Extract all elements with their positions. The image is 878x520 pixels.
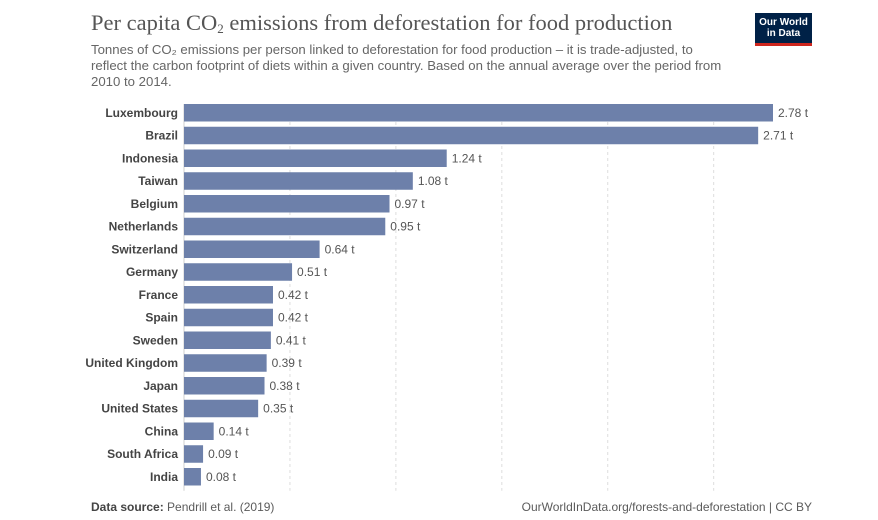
value-label: 2.78 t [778, 106, 809, 120]
data-source: Data source: Pendrill et al. (2019) [91, 500, 275, 514]
value-label: 0.38 t [270, 379, 301, 393]
category-label: China [145, 424, 179, 438]
bar[interactable] [184, 195, 390, 213]
owid-logo[interactable]: Our World in Data [755, 13, 812, 46]
bar[interactable] [184, 331, 271, 350]
chart-subtitle: Tonnes of CO₂ emissions per person linke… [91, 42, 722, 89]
value-label: 0.42 t [278, 288, 309, 302]
value-label: 1.24 t [452, 151, 483, 165]
bars [184, 104, 773, 486]
category-label: Switzerland [111, 242, 178, 256]
chart-title: Per capita CO2 emissions from deforestat… [91, 10, 673, 36]
bar[interactable] [184, 354, 267, 372]
value-label: 0.39 t [272, 356, 303, 370]
bar[interactable] [184, 308, 273, 327]
category-label: France [139, 288, 179, 302]
value-labels: 2.78 t 2.71 t 1.24 t1.08 t 0.97 t 0.95 t 0.64… [206, 106, 809, 484]
category-labels: Luxembourg Brazil Indonesia Taiwan Belgium Ne… [85, 106, 178, 484]
bar[interactable] [184, 445, 204, 463]
value-label: 2.71 t [763, 129, 794, 143]
value-label: 1.08 t [418, 174, 449, 188]
value-label: 0.97 t [395, 197, 426, 211]
category-label: Spain [145, 311, 178, 325]
category-label: Indonesia [122, 151, 178, 165]
category-label: South Africa [107, 447, 178, 461]
category-label: Brazil [145, 129, 178, 143]
source-url[interactable]: OurWorldInData.org/forests-and-deforesta… [521, 500, 812, 514]
category-label: Japan [143, 379, 178, 393]
bar[interactable] [184, 468, 201, 486]
bar[interactable] [184, 263, 293, 281]
value-label: 0.35 t [263, 402, 294, 416]
bar[interactable] [184, 240, 320, 259]
value-label: 0.41 t [276, 333, 307, 347]
bar[interactable] [184, 126, 759, 145]
category-label: Taiwan [138, 174, 178, 188]
bar-chart: Luxembourg Brazil Indonesia Taiwan Belgium Ne… [85, 104, 809, 491]
bar[interactable] [184, 104, 773, 122]
category-label: India [150, 470, 178, 484]
value-label: 0.64 t [325, 242, 356, 256]
category-label: Sweden [133, 333, 178, 347]
value-label: 0.51 t [297, 265, 328, 279]
value-label: 0.09 t [208, 447, 239, 461]
category-label: Belgium [131, 197, 178, 211]
bar[interactable] [184, 422, 214, 441]
value-label: 0.08 t [206, 470, 237, 484]
value-label: 0.95 t [390, 220, 421, 234]
bar[interactable] [184, 377, 265, 395]
bar[interactable] [184, 149, 447, 168]
category-label: Luxembourg [105, 106, 178, 120]
bar[interactable] [184, 286, 273, 304]
bar[interactable] [184, 172, 413, 190]
category-label: Netherlands [109, 220, 179, 234]
value-label: 0.42 t [278, 311, 309, 325]
value-label: 0.14 t [219, 424, 250, 438]
bar[interactable] [184, 217, 386, 236]
category-label: Germany [126, 265, 178, 279]
category-label: United Kingdom [85, 356, 178, 370]
category-label: United States [101, 402, 178, 416]
bar[interactable] [184, 399, 259, 418]
